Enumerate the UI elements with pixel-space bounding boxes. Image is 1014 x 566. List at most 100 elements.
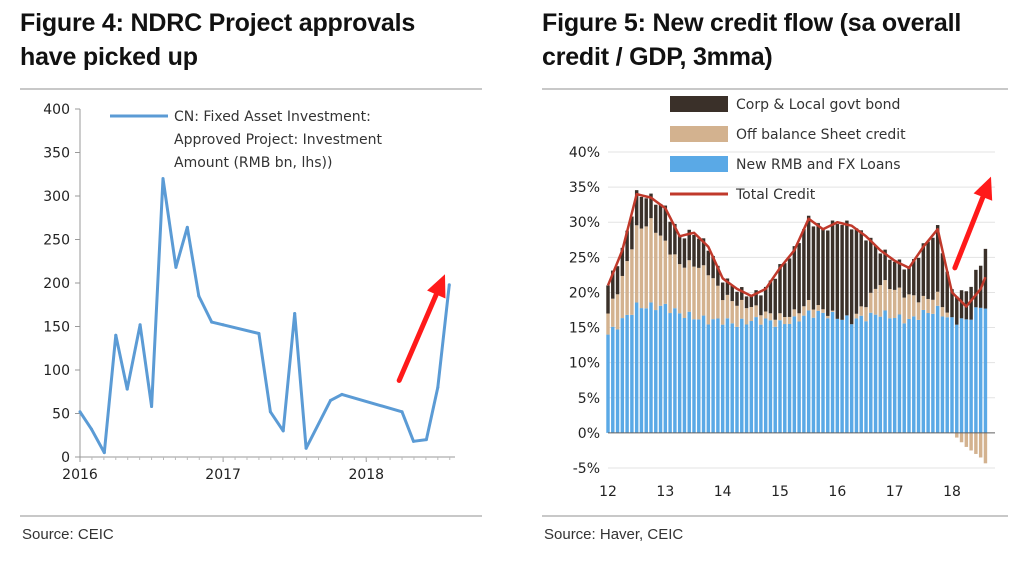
bond-bar bbox=[950, 289, 954, 318]
loans-bar bbox=[974, 307, 978, 433]
line-point bbox=[185, 225, 189, 229]
off-balance-bar bbox=[735, 305, 739, 327]
line-point bbox=[424, 438, 428, 442]
loans-bar bbox=[916, 319, 921, 433]
off-balance-bar bbox=[649, 218, 653, 303]
loans-bar bbox=[892, 317, 897, 433]
bond-bar bbox=[826, 230, 830, 316]
loans-bar bbox=[720, 324, 725, 433]
off-balance-bar bbox=[912, 295, 916, 317]
x-tick-label: 15 bbox=[771, 484, 789, 500]
figure-5-top-rule bbox=[542, 88, 1008, 90]
line-point bbox=[150, 405, 154, 409]
bond-bar bbox=[912, 258, 916, 296]
loans-bar bbox=[663, 303, 668, 433]
x-tick-label: 2018 bbox=[348, 467, 384, 483]
y-tick-label: 200 bbox=[43, 276, 70, 292]
bond-bar bbox=[625, 230, 629, 262]
bond-bar bbox=[744, 296, 749, 309]
loans-bar bbox=[864, 321, 868, 433]
bond-bar bbox=[682, 238, 687, 268]
off-balance-bar bbox=[625, 261, 629, 315]
bond-bar bbox=[878, 253, 883, 286]
off-balance-bar bbox=[869, 292, 873, 313]
y-tick-label: 15% bbox=[569, 321, 600, 337]
bond-bar bbox=[869, 237, 873, 293]
y-tick-label: 150 bbox=[43, 320, 70, 336]
off-balance-bar bbox=[797, 313, 801, 322]
bond-bar bbox=[816, 223, 820, 306]
bond-bar bbox=[935, 225, 940, 292]
y-tick-label: 35% bbox=[569, 180, 600, 196]
legend-label: Amount (RMB bn, lhs)) bbox=[174, 155, 332, 171]
bond-bar bbox=[677, 236, 682, 265]
figure-4-title: Figure 4: NDRC Project approvals have pi… bbox=[20, 6, 490, 74]
bond-bar bbox=[845, 220, 849, 316]
loans-bar bbox=[725, 318, 730, 433]
bond-bar bbox=[754, 290, 758, 306]
bond-bar bbox=[888, 259, 892, 290]
off-balance-bar bbox=[978, 432, 983, 458]
off-balance-bar bbox=[615, 294, 620, 330]
loans-bar bbox=[611, 326, 615, 433]
loans-bar bbox=[634, 302, 639, 433]
off-balance-bar bbox=[630, 249, 634, 315]
figure-5-bottom-rule bbox=[542, 515, 1008, 517]
off-balance-bar bbox=[888, 289, 892, 319]
loans-bar bbox=[983, 308, 988, 433]
bond-bar bbox=[792, 246, 797, 310]
figure-5-source: Source: Haver, CEIC bbox=[544, 526, 684, 543]
x-tick-label: 17 bbox=[886, 484, 904, 500]
line-point bbox=[436, 385, 440, 389]
loans-bar bbox=[869, 312, 873, 433]
loans-bar bbox=[639, 308, 644, 433]
y-tick-label: 100 bbox=[43, 363, 70, 379]
bond-bar bbox=[720, 282, 725, 301]
legend-label: Approved Project: Investment bbox=[174, 132, 382, 148]
loans-bar bbox=[768, 320, 773, 433]
loans-bar bbox=[921, 309, 926, 433]
bond-bar bbox=[615, 266, 620, 295]
off-balance-bar bbox=[802, 306, 806, 316]
loans-bar bbox=[783, 324, 787, 433]
y-tick-label: 5% bbox=[578, 391, 600, 407]
off-balance-bar bbox=[959, 432, 964, 443]
bond-bar bbox=[931, 237, 935, 300]
bond-bar bbox=[730, 285, 734, 302]
ndrc-approvals-chart: 0 50 100 150 200 250 300 350 400 2016 2017 2018 CN: … bbox=[43, 102, 455, 483]
loans-bar bbox=[840, 319, 844, 433]
off-balance-bar bbox=[701, 265, 706, 316]
x-tick-label: 13 bbox=[656, 484, 674, 500]
loans-bar bbox=[859, 315, 863, 433]
loans-bar bbox=[811, 317, 816, 433]
off-balance-bar bbox=[668, 254, 672, 314]
off-balance-bar bbox=[763, 311, 768, 319]
bond-bar bbox=[902, 269, 906, 298]
y-tick-label: 50 bbox=[52, 407, 70, 423]
off-balance-bar bbox=[921, 295, 926, 310]
loans-bar bbox=[730, 323, 734, 433]
x-tick-label: 14 bbox=[714, 484, 732, 500]
bond-bar bbox=[787, 258, 792, 317]
bond-bar bbox=[706, 250, 711, 276]
y-tick-label: 0 bbox=[61, 450, 70, 466]
bond-bar bbox=[725, 278, 730, 295]
loans-bar bbox=[749, 321, 754, 433]
off-balance-bar bbox=[606, 313, 610, 335]
off-balance-bar bbox=[644, 226, 648, 309]
loans-bar bbox=[606, 334, 610, 433]
off-balance-bar bbox=[634, 225, 639, 303]
loans-bar bbox=[649, 302, 653, 433]
loans-bar bbox=[677, 313, 682, 433]
loans-bar bbox=[945, 317, 949, 433]
off-balance-bar bbox=[806, 299, 811, 311]
bond-bar bbox=[697, 238, 701, 268]
loans-bar bbox=[773, 326, 777, 433]
loans-bar bbox=[802, 315, 806, 433]
bond-bar bbox=[716, 265, 720, 286]
bond-bar bbox=[955, 296, 959, 325]
loans-bar bbox=[668, 313, 672, 433]
bond-bar bbox=[864, 240, 868, 308]
bond-bar bbox=[701, 238, 706, 266]
off-balance-bar bbox=[716, 285, 720, 319]
